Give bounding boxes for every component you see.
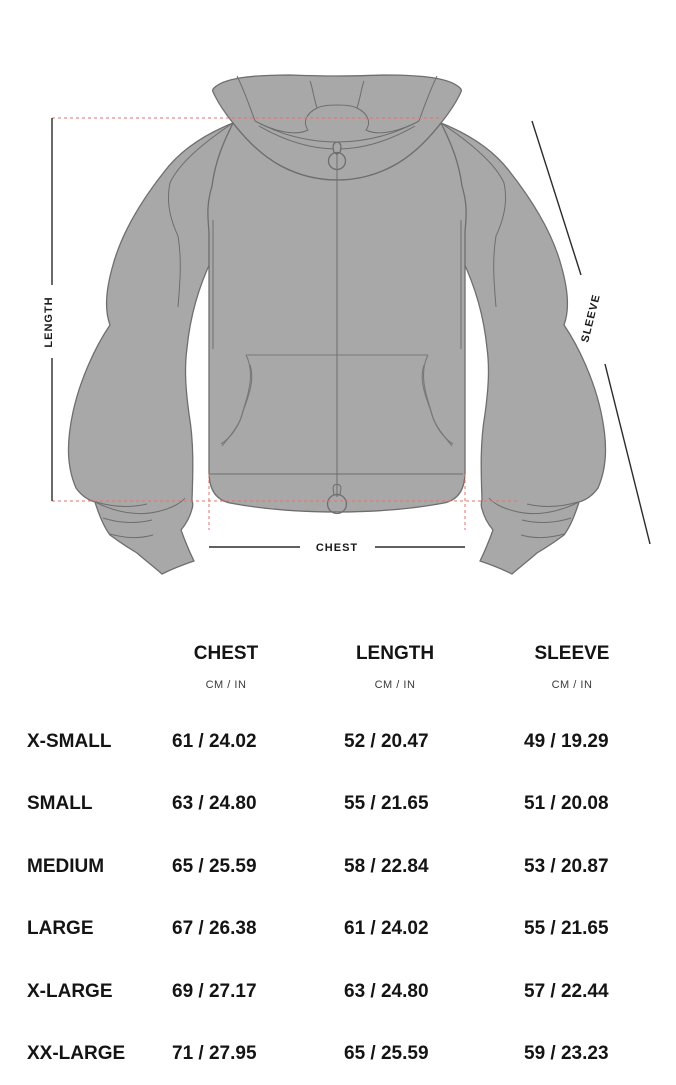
svg-text:CHEST: CHEST [194,643,259,664]
svg-text:61 / 24.02: 61 / 24.02 [344,918,429,939]
svg-text:51 / 20.08: 51 / 20.08 [524,793,609,814]
svg-text:52 / 20.47: 52 / 20.47 [344,731,429,752]
svg-text:LENGTH: LENGTH [43,296,55,347]
svg-text:67 / 26.38: 67 / 26.38 [172,918,257,939]
svg-text:59 / 23.23: 59 / 23.23 [524,1043,609,1064]
svg-text:63 / 24.80: 63 / 24.80 [344,981,429,1002]
svg-text:65 / 25.59: 65 / 25.59 [344,1043,429,1064]
svg-text:58 / 22.84: 58 / 22.84 [344,856,429,877]
svg-text:49 / 19.29: 49 / 19.29 [524,731,609,752]
svg-text:CHEST: CHEST [316,542,358,554]
svg-text:CM / IN: CM / IN [375,679,416,691]
svg-text:LENGTH: LENGTH [356,643,434,664]
svg-text:MEDIUM: MEDIUM [27,856,104,877]
svg-text:71 / 27.95: 71 / 27.95 [172,1043,257,1064]
svg-text:57 / 22.44: 57 / 22.44 [524,981,609,1002]
svg-text:CM / IN: CM / IN [206,679,247,691]
svg-text:X-LARGE: X-LARGE [27,981,113,1002]
svg-text:XX-LARGE: XX-LARGE [27,1043,125,1064]
svg-text:SLEEVE: SLEEVE [535,643,610,664]
svg-text:SMALL: SMALL [27,793,93,814]
svg-text:61 / 24.02: 61 / 24.02 [172,731,257,752]
svg-text:63 / 24.80: 63 / 24.80 [172,793,257,814]
svg-text:65 / 25.59: 65 / 25.59 [172,856,257,877]
svg-text:55 / 21.65: 55 / 21.65 [524,918,609,939]
svg-text:LARGE: LARGE [27,918,94,939]
svg-text:53 / 20.87: 53 / 20.87 [524,856,609,877]
svg-text:69 / 27.17: 69 / 27.17 [172,981,257,1002]
svg-text:SLEEVE: SLEEVE [579,293,603,344]
svg-text:55 / 21.65: 55 / 21.65 [344,793,429,814]
svg-text:X-SMALL: X-SMALL [27,731,112,752]
svg-text:CM / IN: CM / IN [552,679,593,691]
